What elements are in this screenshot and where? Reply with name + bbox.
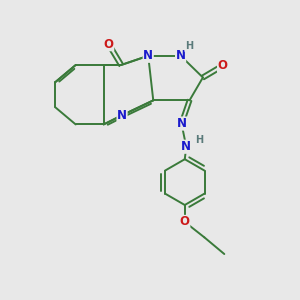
Text: O: O (104, 38, 114, 51)
Text: N: N (143, 49, 153, 62)
Text: O: O (218, 59, 227, 72)
Text: H: H (195, 135, 203, 145)
Text: N: N (181, 140, 191, 153)
Text: N: N (176, 117, 187, 130)
Text: O: O (180, 215, 190, 228)
Text: H: H (185, 41, 193, 51)
Text: N: N (176, 49, 186, 62)
Text: N: N (117, 109, 127, 122)
